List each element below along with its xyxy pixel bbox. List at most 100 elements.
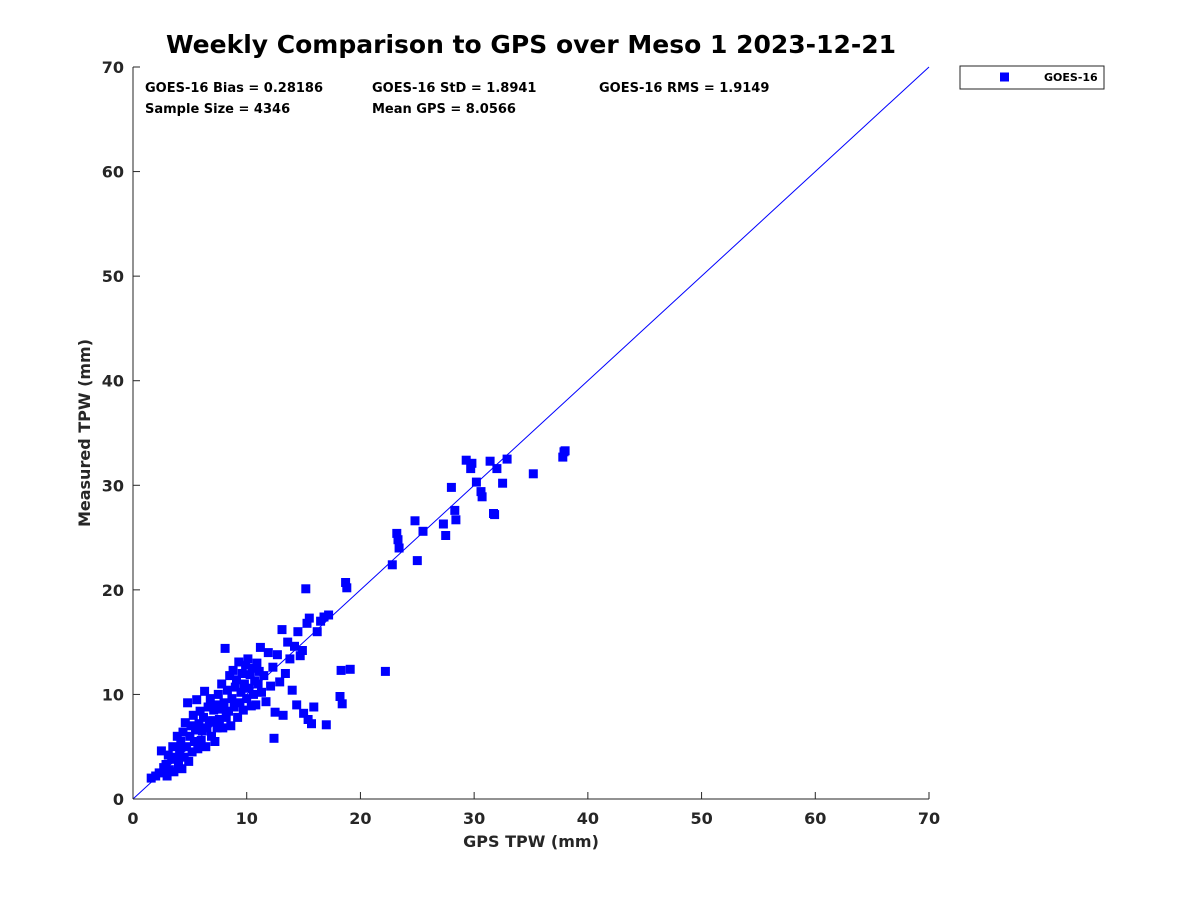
y-tick-label: 20	[102, 581, 124, 600]
data-point	[207, 731, 216, 741]
data-point	[502, 454, 512, 464]
data-point	[450, 505, 460, 515]
data-point	[272, 650, 282, 660]
data-point	[210, 737, 220, 746]
y-tick-label: 40	[102, 372, 124, 391]
data-point	[239, 679, 249, 689]
data-point	[174, 758, 183, 768]
data-point	[261, 697, 271, 707]
y-tick-label: 30	[102, 476, 124, 495]
legend-marker-square	[1000, 72, 1009, 82]
data-point	[193, 744, 203, 754]
data-point	[275, 677, 285, 687]
data-point	[217, 679, 227, 689]
data-point	[492, 464, 502, 474]
data-point	[255, 642, 265, 652]
data-point	[181, 742, 191, 752]
data-point	[321, 720, 331, 730]
data-point	[341, 578, 351, 587]
data-point	[461, 455, 471, 465]
plot-area: 0 10 20 30 40 50 60 70 0 10 20 30 40 50 60 70	[102, 58, 940, 828]
data-point	[335, 692, 345, 701]
y-axis-ticks: 0 10 20 30 40 50 60 70	[102, 58, 140, 809]
data-point	[221, 712, 231, 722]
data-point	[225, 671, 235, 681]
data-points-layer	[146, 446, 570, 783]
stat-mean-gps: Mean GPS = 8.0566	[372, 102, 516, 117]
data-point	[259, 671, 269, 681]
x-tick-label: 70	[918, 809, 940, 828]
data-point	[394, 543, 404, 553]
data-point	[236, 687, 246, 697]
x-axis-label: GPS TPW (mm)	[463, 832, 599, 851]
data-point	[251, 700, 261, 710]
data-point	[209, 705, 219, 715]
data-point	[287, 685, 297, 695]
y-tick-label: 0	[113, 790, 124, 809]
data-point	[304, 613, 314, 623]
data-point	[466, 464, 476, 474]
data-point	[189, 737, 199, 746]
data-point	[226, 721, 236, 731]
data-point	[277, 625, 287, 635]
data-point	[156, 746, 166, 756]
data-point	[393, 535, 403, 545]
data-point	[162, 771, 172, 781]
data-point	[345, 664, 355, 674]
data-point	[219, 698, 229, 708]
data-point	[184, 756, 194, 766]
y-axis-label: Measured TPW (mm)	[75, 339, 94, 527]
y-tick-label: 10	[102, 685, 124, 704]
x-tick-label: 10	[236, 809, 258, 828]
data-point	[183, 698, 193, 708]
x-tick-label: 50	[690, 809, 712, 828]
data-point	[485, 456, 495, 466]
x-tick-label: 40	[577, 809, 599, 828]
data-point	[560, 446, 570, 456]
data-point	[280, 669, 290, 678]
data-point	[438, 519, 448, 529]
data-point	[200, 686, 210, 696]
data-point	[180, 718, 190, 728]
data-point	[216, 704, 226, 714]
data-point	[192, 695, 202, 705]
data-point	[342, 583, 352, 593]
data-point	[247, 663, 257, 673]
stat-rms: GOES-16 RMS = 1.9149	[599, 81, 769, 96]
data-point	[307, 719, 316, 729]
data-point	[241, 660, 251, 670]
data-point	[297, 646, 307, 655]
data-point	[195, 706, 205, 716]
data-point	[451, 515, 461, 525]
data-point	[220, 643, 230, 653]
data-point	[249, 689, 258, 699]
data-point	[290, 641, 299, 651]
y-tick-label: 50	[102, 267, 124, 286]
stat-sample-size: Sample Size = 4346	[145, 102, 290, 117]
x-tick-label: 60	[804, 809, 826, 828]
data-point	[171, 752, 181, 762]
data-point	[196, 735, 206, 745]
x-axis-ticks: 0 10 20 30 40 50 60 70	[127, 792, 940, 828]
data-point	[185, 731, 195, 741]
stat-std: GOES-16 StD = 1.8941	[372, 81, 536, 96]
data-point	[270, 707, 280, 717]
data-point	[191, 725, 200, 735]
data-point	[253, 679, 263, 689]
data-point	[243, 654, 253, 664]
data-point	[237, 669, 247, 678]
data-point	[203, 702, 213, 712]
data-point	[252, 658, 262, 668]
y-tick-label: 60	[102, 163, 124, 182]
data-point	[309, 702, 319, 712]
data-point	[205, 694, 215, 704]
stat-bias: GOES-16 Bias = 0.28186	[145, 81, 323, 96]
data-point	[441, 531, 451, 540]
axes-frame	[132, 67, 929, 800]
data-point	[490, 510, 500, 520]
data-point	[178, 727, 188, 737]
data-point	[194, 719, 204, 729]
data-point	[257, 687, 266, 697]
data-point	[299, 708, 309, 718]
data-point	[293, 627, 303, 637]
